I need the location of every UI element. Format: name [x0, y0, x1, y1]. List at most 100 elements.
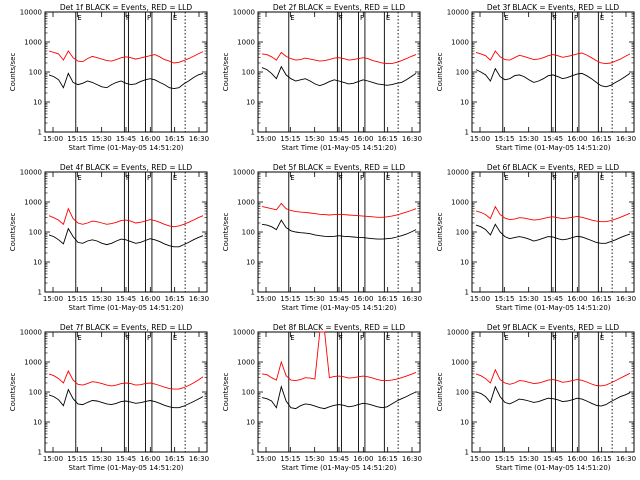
y-tick-label: 1 [465, 449, 469, 457]
x-tick-label: 16:00 [567, 455, 587, 463]
lld-series-line [475, 205, 631, 223]
marker-label: E [504, 334, 508, 342]
x-tick-label: 15:45 [543, 135, 563, 143]
marker-label: F [126, 334, 130, 342]
marker-label: E [290, 14, 294, 22]
x-tick-label: 15:45 [543, 295, 563, 303]
marker-label: F [147, 14, 151, 22]
y-tick-label: 10 [246, 419, 255, 427]
x-tick-label: 15:30 [92, 455, 112, 463]
x-tick-label: 16:30 [616, 295, 636, 303]
marker-label: E [173, 14, 177, 22]
x-tick-label: 15:30 [305, 135, 325, 143]
panel-title: Det 7f BLACK = Events, RED = LLD [60, 323, 193, 332]
marker-label: E [600, 334, 604, 342]
lld-series-line [261, 202, 417, 218]
y-tick-label: 10 [460, 419, 469, 427]
y-tick-label: 10000 [20, 169, 42, 177]
y-tick-label: 1000 [451, 199, 469, 207]
y-tick-label: 10000 [20, 9, 42, 17]
marker-label: F [339, 14, 343, 22]
x-tick-label: 15:15 [280, 455, 300, 463]
x-tick-label: 15:45 [116, 455, 136, 463]
x-tick-label: 16:00 [140, 295, 160, 303]
y-tick-label: 10000 [447, 169, 469, 177]
y-axis-label: Counts/sec [436, 213, 444, 252]
panel-title: Det 1f BLACK = Events, RED = LLD [60, 3, 193, 12]
marker-label: E [173, 334, 177, 342]
panel-title: Det 3f BLACK = Events, RED = LLD [487, 3, 620, 12]
y-axis-label: Counts/sec [9, 53, 17, 92]
x-tick-label: 15:15 [494, 135, 514, 143]
marker-label: F [126, 14, 130, 22]
events-series-line [475, 223, 631, 244]
panel-title: Det 2f BLACK = Events, RED = LLD [273, 3, 406, 12]
marker-label: E [77, 334, 81, 342]
panel-2: Det 2f BLACK = Events, RED = LLD 1 10 100 10… [222, 3, 422, 152]
y-tick-label: 10000 [233, 329, 255, 337]
x-tick-label: 15:00 [43, 455, 63, 463]
marker-label: F [360, 174, 364, 182]
y-axis-label: Counts/sec [9, 373, 17, 412]
x-axis-label: Start Time (01-May-05 14:51:20) [281, 304, 396, 312]
marker-label: E [386, 14, 390, 22]
marker-label: E [173, 174, 177, 182]
x-axis-label: Start Time (01-May-05 14:51:20) [495, 304, 610, 312]
marker-label: E [77, 174, 81, 182]
plot-frame [471, 331, 635, 453]
x-tick-label: 15:15 [67, 455, 87, 463]
y-tick-label: 100 [456, 229, 469, 237]
y-axis-label: Counts/sec [436, 373, 444, 412]
x-tick-label: 15:15 [494, 455, 514, 463]
events-series-line [475, 67, 631, 88]
x-tick-label: 16:30 [189, 455, 209, 463]
events-series-line [475, 385, 631, 407]
marker-label: F [553, 174, 557, 182]
lld-series-line [475, 50, 631, 65]
marker-label: F [574, 334, 578, 342]
x-tick-label: 16:30 [189, 295, 209, 303]
y-tick-label: 1 [38, 129, 42, 137]
events-series-line [261, 385, 417, 410]
plot-frame [257, 171, 421, 293]
marker-label: E [386, 334, 390, 342]
plot-frame [257, 331, 421, 453]
x-tick-label: 16:30 [402, 455, 422, 463]
x-tick-label: 15:15 [280, 135, 300, 143]
x-tick-label: 16:30 [616, 455, 636, 463]
y-tick-label: 10000 [20, 329, 42, 337]
x-tick-label: 16:15 [378, 295, 398, 303]
panel-7: Det 7f BLACK = Events, RED = LLD 1 10 100 10… [9, 323, 209, 472]
x-axis-label: Start Time (01-May-05 14:51:20) [68, 304, 183, 312]
panel-title: Det 8f BLACK = Events, RED = LLD [273, 323, 406, 332]
x-tick-label: 16:15 [592, 295, 612, 303]
x-tick-label: 15:15 [494, 295, 514, 303]
lld-series-line [48, 369, 204, 390]
marker-label: E [600, 174, 604, 182]
marker-label: F [574, 174, 578, 182]
x-tick-label: 15:00 [256, 135, 276, 143]
marker-label: E [504, 174, 508, 182]
x-axis-label: Start Time (01-May-05 14:51:20) [281, 464, 396, 472]
marker-label: E [77, 14, 81, 22]
x-tick-label: 15:00 [43, 295, 63, 303]
x-tick-label: 15:45 [116, 295, 136, 303]
x-tick-label: 15:00 [470, 455, 490, 463]
y-tick-label: 10 [33, 99, 42, 107]
y-tick-label: 100 [29, 389, 42, 397]
x-tick-label: 15:00 [256, 295, 276, 303]
x-axis-label: Start Time (01-May-05 14:51:20) [495, 464, 610, 472]
marker-label: E [600, 14, 604, 22]
x-tick-label: 15:00 [43, 135, 63, 143]
y-axis-label: Counts/sec [9, 213, 17, 252]
y-tick-label: 100 [242, 389, 255, 397]
y-tick-label: 100 [456, 389, 469, 397]
y-tick-label: 10 [460, 259, 469, 267]
x-tick-label: 16:30 [616, 135, 636, 143]
marker-label: E [386, 174, 390, 182]
x-tick-label: 16:00 [353, 295, 373, 303]
lld-series-line [48, 207, 204, 228]
marker-label: F [574, 14, 578, 22]
x-tick-label: 16:15 [165, 295, 185, 303]
